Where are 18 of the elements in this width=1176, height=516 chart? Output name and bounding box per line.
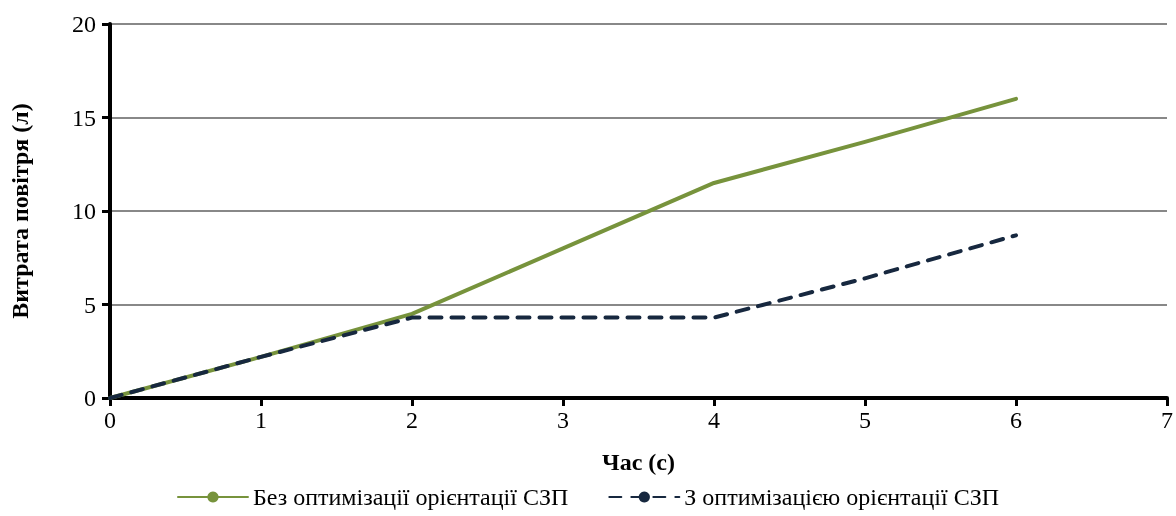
line-series [108,233,1018,400]
x-axis-title: Час (с) [602,449,675,475]
x-tick-label: 7 [1161,407,1173,433]
y-axis-title: Витрата повітря (л) [7,103,33,319]
x-tick-label: 5 [859,407,871,433]
legend-label: Без оптимізації орієнтації СЗП [252,484,569,510]
x-tick-label: 0 [104,407,116,433]
x-tick-label: 2 [406,407,418,433]
x-tick-label: 1 [255,407,267,433]
y-tick-label: 20 [72,11,96,37]
legend-label: З оптимізацією орієнтації СЗП [684,484,1000,510]
y-tick-label: 0 [84,385,96,411]
x-tick-label: 4 [708,407,720,433]
y-tick-label: 5 [84,291,96,318]
y-tick-label: 15 [72,104,96,131]
x-tick-label: 3 [557,407,569,433]
y-tick-label: 10 [72,198,96,224]
x-tick-label: 6 [1010,407,1022,433]
